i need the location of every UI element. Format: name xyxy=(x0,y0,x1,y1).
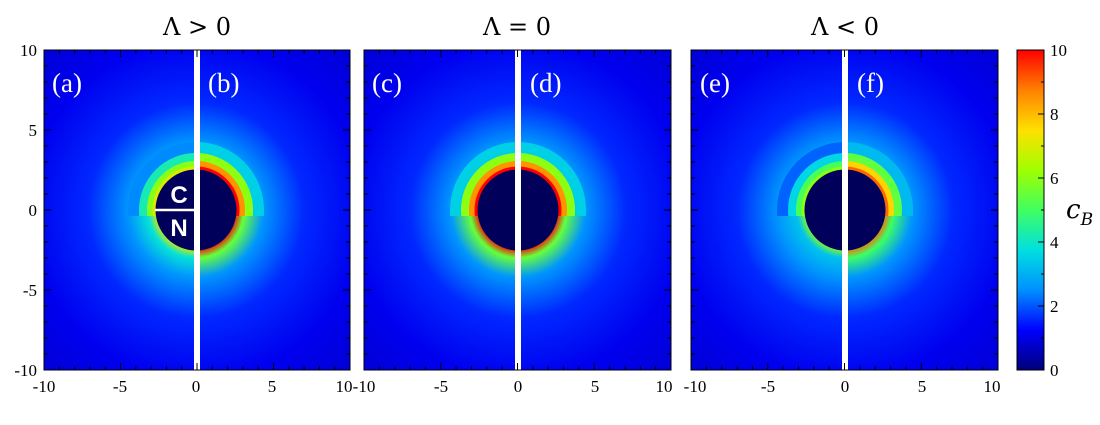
concentration-ring xyxy=(848,142,913,216)
concentration-ring xyxy=(200,153,253,216)
y-tick-label: -5 xyxy=(23,281,37,300)
concentration-ring xyxy=(521,153,575,216)
x-tick-label: 5 xyxy=(918,377,927,396)
ticks-2 xyxy=(363,49,672,371)
chart-group-1: Λ > 0 (a) (b) C N 10 5 0 -5 -10 -10 -5 0… xyxy=(14,13,352,396)
concentration-ring xyxy=(469,161,515,216)
ring-layer-3 xyxy=(777,142,913,251)
y-tick-label: 5 xyxy=(29,121,38,140)
colorbar-ticks xyxy=(1038,49,1044,371)
x-tick-label: 10 xyxy=(336,377,353,396)
x-tick-label: 0 xyxy=(841,377,850,396)
x-tick-label: -10 xyxy=(684,377,707,396)
ticks-1 xyxy=(43,49,351,371)
y-tick-label: -10 xyxy=(14,361,37,380)
panel-label-c: (c) xyxy=(372,68,402,98)
colorbar-title: cB xyxy=(1066,195,1093,230)
particle-disk xyxy=(845,169,886,251)
panel-label-b: (b) xyxy=(208,68,239,98)
colorbar-tick-label: 2 xyxy=(1050,297,1059,316)
panel-label-f: (f) xyxy=(857,68,884,98)
inner-label-c: C xyxy=(170,182,187,209)
concentration-ring xyxy=(848,161,894,216)
colorbar-tick-label: 4 xyxy=(1050,233,1059,252)
particle-disk xyxy=(196,169,237,251)
colorbar-tick-label: 0 xyxy=(1050,361,1059,380)
concentration-ring xyxy=(152,166,194,216)
ticks-3 xyxy=(690,49,999,371)
ring-layer-2 xyxy=(450,142,586,251)
x-tick-label: 5 xyxy=(268,377,277,396)
chart-group-2: Λ = 0 (c) (d) -10 -5 0 5 10 xyxy=(353,13,673,396)
particle-disk xyxy=(477,169,518,251)
concentration-ring xyxy=(788,153,842,216)
concentration-ring xyxy=(521,161,567,216)
concentration-ring xyxy=(777,142,842,216)
colorbar-gradient xyxy=(1016,49,1045,371)
panel-label-a: (a) xyxy=(52,68,82,98)
concentration-ring xyxy=(848,166,889,216)
x-tick-label: 5 xyxy=(591,377,600,396)
x-tick-label: -10 xyxy=(353,377,376,396)
x-tick-label: -5 xyxy=(434,377,448,396)
panel-label-d: (d) xyxy=(530,68,561,98)
colorbar-tick-label: 10 xyxy=(1050,41,1067,60)
x-tick-label: -10 xyxy=(33,377,56,396)
split-divider-2 xyxy=(515,50,521,370)
x-tick-label: 0 xyxy=(514,377,523,396)
concentration-ring xyxy=(474,166,515,216)
concentration-ring xyxy=(139,153,194,216)
colorbar-tick-label: 6 xyxy=(1050,169,1059,188)
inner-label-n: N xyxy=(170,215,187,242)
ring-layer-1 xyxy=(128,142,264,251)
concentration-ring xyxy=(200,142,264,216)
colorbar-tick-label: 8 xyxy=(1050,105,1059,124)
particle-disk xyxy=(804,169,845,251)
concentration-ring xyxy=(796,161,842,216)
x-tick-label: 0 xyxy=(192,377,201,396)
concentration-ring xyxy=(521,142,586,216)
panel-label-e: (e) xyxy=(700,68,730,98)
x-tick-label: 10 xyxy=(656,377,673,396)
particle-disk xyxy=(518,169,559,251)
x-tick-label: -5 xyxy=(113,377,127,396)
x-tick-label: -5 xyxy=(761,377,775,396)
concentration-ring xyxy=(450,142,515,216)
concentration-ring xyxy=(200,161,245,216)
concentration-ring xyxy=(461,153,515,216)
concentration-ring xyxy=(128,142,194,216)
concentration-ring xyxy=(200,166,240,216)
title-3: Λ < 0 xyxy=(810,13,879,41)
concentration-ring xyxy=(521,166,562,216)
x-tick-label: 10 xyxy=(984,377,1001,396)
concentration-ring xyxy=(801,166,842,216)
chart-group-3: Λ < 0 (e) (f) -10 -5 0 5 10 xyxy=(684,13,1001,396)
y-tick-label: 10 xyxy=(20,41,37,60)
title-2: Λ = 0 xyxy=(482,13,551,41)
split-divider-3 xyxy=(842,50,848,370)
concentration-ring xyxy=(848,153,902,216)
concentration-ring xyxy=(147,161,194,216)
y-tick-label: 0 xyxy=(29,201,38,220)
colorbar: 10 8 6 4 2 0 cB xyxy=(1016,41,1093,380)
title-1: Λ > 0 xyxy=(162,13,231,41)
